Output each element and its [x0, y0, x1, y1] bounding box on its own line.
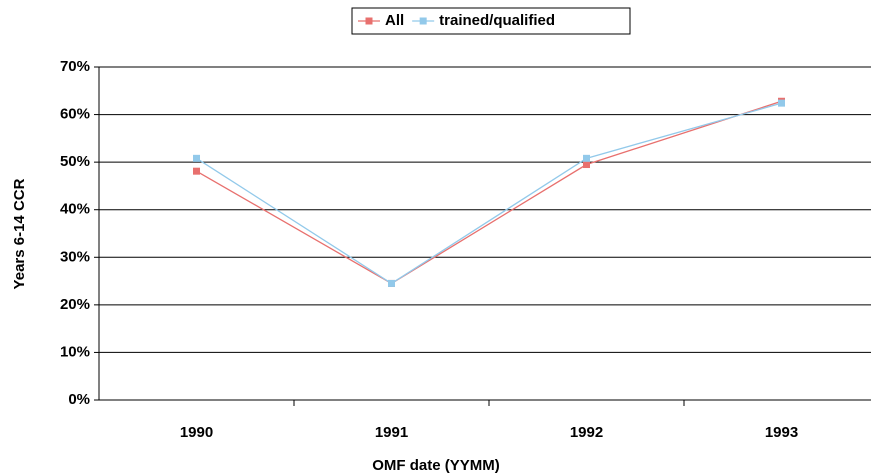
legend-label: trained/qualified — [439, 12, 555, 29]
x-tick-label: 1990 — [180, 424, 213, 441]
x-axis-title: OMF date (YYMM) — [372, 457, 500, 474]
y-tick-label: 50% — [60, 153, 90, 170]
y-tick-label: 0% — [68, 391, 90, 408]
y-tick-label: 70% — [60, 58, 90, 75]
marker — [193, 154, 200, 162]
legend-label: All — [385, 12, 404, 29]
y-tick-label: 40% — [60, 201, 90, 218]
marker — [193, 167, 200, 175]
series-line — [196, 102, 782, 285]
x-tick-label: 1991 — [375, 424, 408, 441]
y-tick-label: 20% — [60, 296, 90, 313]
marker — [583, 161, 590, 169]
marker — [778, 99, 785, 107]
x-tick-label: 1992 — [570, 424, 603, 441]
legend-marker — [365, 17, 373, 25]
y-tick-label: 10% — [60, 343, 90, 360]
y-axis-title: Years 6-14 CCR — [11, 178, 28, 289]
legend-marker — [419, 17, 427, 25]
series-line — [196, 100, 782, 285]
marker — [583, 154, 590, 162]
y-tick-label: 60% — [60, 106, 90, 123]
legend-box — [351, 7, 631, 35]
x-tick-label: 1993 — [765, 424, 798, 441]
y-tick-label: 30% — [60, 248, 90, 265]
marker — [388, 279, 395, 287]
